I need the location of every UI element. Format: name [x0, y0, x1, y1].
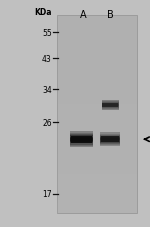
Bar: [102, 106, 119, 107]
Bar: [57, 174, 136, 184]
Bar: [100, 140, 120, 141]
Bar: [57, 45, 136, 55]
Bar: [57, 105, 136, 115]
Bar: [57, 36, 136, 45]
Bar: [70, 142, 93, 144]
Bar: [100, 142, 120, 143]
Bar: [100, 143, 120, 144]
Bar: [100, 133, 120, 134]
Bar: [102, 110, 119, 111]
Bar: [57, 95, 136, 105]
Bar: [70, 136, 93, 137]
Bar: [102, 103, 118, 108]
Bar: [102, 108, 119, 109]
Bar: [57, 16, 136, 213]
Bar: [100, 134, 120, 135]
Text: 17: 17: [42, 190, 52, 199]
Bar: [102, 107, 119, 108]
Bar: [70, 138, 93, 140]
Bar: [57, 65, 136, 75]
Bar: [100, 138, 120, 140]
Bar: [70, 145, 93, 146]
Text: B: B: [107, 10, 114, 20]
Bar: [57, 16, 136, 26]
Bar: [70, 133, 93, 134]
Bar: [100, 137, 120, 138]
Bar: [57, 26, 136, 36]
Bar: [100, 136, 120, 137]
Text: KDa: KDa: [34, 8, 52, 17]
Bar: [100, 144, 120, 145]
Bar: [101, 136, 119, 143]
Bar: [102, 105, 119, 106]
Bar: [70, 144, 93, 145]
Text: 26: 26: [42, 118, 52, 127]
Text: 43: 43: [42, 54, 52, 64]
Bar: [57, 85, 136, 95]
Bar: [100, 141, 120, 142]
Text: 34: 34: [42, 85, 52, 94]
Bar: [102, 104, 119, 105]
Bar: [57, 55, 136, 65]
Bar: [57, 75, 136, 85]
Bar: [100, 135, 120, 136]
Bar: [70, 141, 93, 142]
Bar: [70, 132, 93, 133]
Text: 55: 55: [42, 28, 52, 37]
Bar: [70, 137, 93, 138]
Bar: [70, 146, 93, 148]
Bar: [57, 203, 136, 213]
Text: A: A: [80, 10, 87, 20]
Bar: [102, 101, 119, 102]
Bar: [57, 134, 136, 144]
Bar: [57, 124, 136, 134]
Bar: [102, 103, 119, 104]
Bar: [70, 134, 93, 136]
Bar: [57, 144, 136, 154]
Bar: [71, 136, 92, 143]
Bar: [57, 154, 136, 164]
Bar: [70, 140, 93, 141]
Bar: [57, 115, 136, 124]
Bar: [102, 102, 119, 103]
Bar: [102, 109, 119, 110]
Bar: [102, 100, 119, 101]
Bar: [57, 164, 136, 174]
Bar: [57, 194, 136, 203]
Bar: [57, 184, 136, 194]
Bar: [100, 145, 120, 146]
